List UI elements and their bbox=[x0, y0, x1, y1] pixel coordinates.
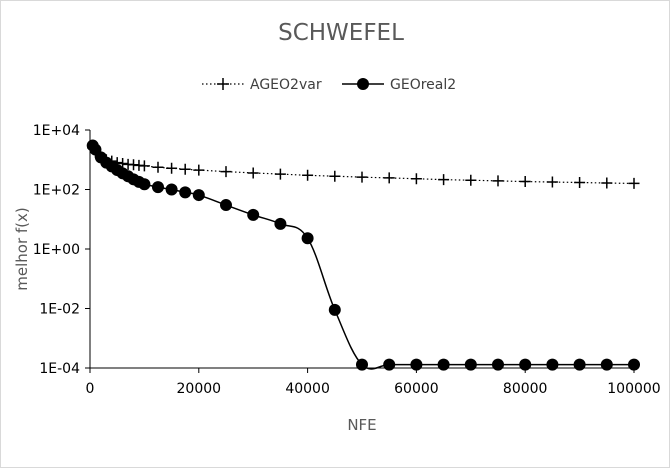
data-point-plus-ageo2var bbox=[138, 160, 150, 172]
data-point-plus-ageo2var bbox=[220, 166, 232, 178]
data-point-circle-georeal2 bbox=[138, 178, 151, 191]
data-point-circle-georeal2 bbox=[274, 217, 287, 230]
data-point-circle-georeal2 bbox=[492, 358, 504, 371]
data-point-plus-ageo2var bbox=[383, 172, 395, 184]
data-point-circle-georeal2 bbox=[383, 358, 396, 371]
series-georeal2 bbox=[86, 139, 640, 371]
legend-label-ageo2var: AGEO2var bbox=[250, 77, 322, 93]
series-layer bbox=[86, 139, 640, 371]
legend-marker-plus-icon bbox=[217, 78, 229, 90]
data-point-plus-ageo2var bbox=[628, 177, 640, 189]
data-point-circle-georeal2 bbox=[192, 189, 205, 202]
data-point-circle-georeal2 bbox=[247, 208, 260, 221]
x-tick-label: 60000 bbox=[394, 381, 439, 397]
legend: AGEO2var GEOreal2 bbox=[202, 77, 456, 93]
x-tick-label: 100000 bbox=[607, 381, 660, 397]
x-tick-label: 20000 bbox=[177, 381, 222, 397]
legend-entry-ageo2var: AGEO2var bbox=[202, 77, 322, 93]
data-point-circle-georeal2 bbox=[410, 358, 423, 371]
chart-title: SCHWEFEL bbox=[278, 20, 404, 46]
data-point-circle-georeal2 bbox=[220, 199, 232, 212]
y-tick-label: 1E+02 bbox=[33, 183, 80, 199]
data-point-circle-georeal2 bbox=[628, 358, 640, 371]
legend-marker-circle-icon bbox=[357, 78, 369, 90]
data-point-circle-georeal2 bbox=[356, 358, 368, 371]
data-point-plus-ageo2var bbox=[519, 176, 531, 188]
data-point-circle-georeal2 bbox=[464, 358, 477, 371]
data-point-circle-georeal2 bbox=[152, 181, 164, 194]
y-tick-label: 1E-02 bbox=[39, 302, 80, 318]
data-point-plus-ageo2var bbox=[601, 177, 613, 189]
data-point-plus-ageo2var bbox=[193, 164, 205, 176]
x-tick-label: 40000 bbox=[285, 381, 330, 397]
data-point-circle-georeal2 bbox=[179, 186, 192, 199]
data-point-plus-ageo2var bbox=[438, 174, 450, 186]
data-point-circle-georeal2 bbox=[600, 358, 613, 371]
data-point-plus-ageo2var bbox=[117, 157, 129, 169]
data-point-plus-ageo2var bbox=[410, 173, 422, 185]
data-point-plus-ageo2var bbox=[179, 163, 191, 175]
y-tick-label: 1E+00 bbox=[33, 242, 80, 258]
y-tick-label: 1E+04 bbox=[33, 123, 80, 139]
data-point-plus-ageo2var bbox=[546, 176, 558, 188]
data-point-plus-ageo2var bbox=[274, 168, 286, 180]
data-point-circle-georeal2 bbox=[328, 303, 341, 316]
data-point-circle-georeal2 bbox=[573, 358, 586, 371]
data-point-circle-georeal2 bbox=[546, 358, 559, 371]
data-point-circle-georeal2 bbox=[165, 183, 178, 196]
x-tick-label: 0 bbox=[86, 381, 95, 397]
data-point-plus-ageo2var bbox=[166, 162, 178, 174]
series-ageo2var bbox=[87, 142, 640, 189]
data-point-plus-ageo2var bbox=[302, 169, 314, 181]
data-point-circle-georeal2 bbox=[437, 358, 450, 371]
data-point-plus-ageo2var bbox=[247, 167, 259, 179]
data-point-plus-ageo2var bbox=[492, 175, 504, 187]
data-point-plus-ageo2var bbox=[465, 174, 477, 186]
ticks: 0 20000 40000 60000 80000 100000 1E-04 1E-02 1E+… bbox=[33, 123, 661, 397]
data-point-circle-georeal2 bbox=[519, 358, 532, 371]
y-axis-title: melhor f(x) bbox=[13, 207, 31, 291]
x-tick-label: 80000 bbox=[503, 381, 548, 397]
data-point-plus-ageo2var bbox=[356, 171, 368, 183]
data-point-plus-ageo2var bbox=[152, 161, 164, 173]
data-point-plus-ageo2var bbox=[329, 170, 341, 182]
x-axis-title: NFE bbox=[347, 416, 376, 434]
data-point-plus-ageo2var bbox=[574, 176, 586, 188]
legend-entry-georeal2: GEOreal2 bbox=[342, 77, 456, 93]
y-tick-label: 1E-04 bbox=[39, 361, 80, 377]
legend-label-georeal2: GEOreal2 bbox=[390, 77, 456, 93]
data-point-circle-georeal2 bbox=[301, 232, 314, 245]
